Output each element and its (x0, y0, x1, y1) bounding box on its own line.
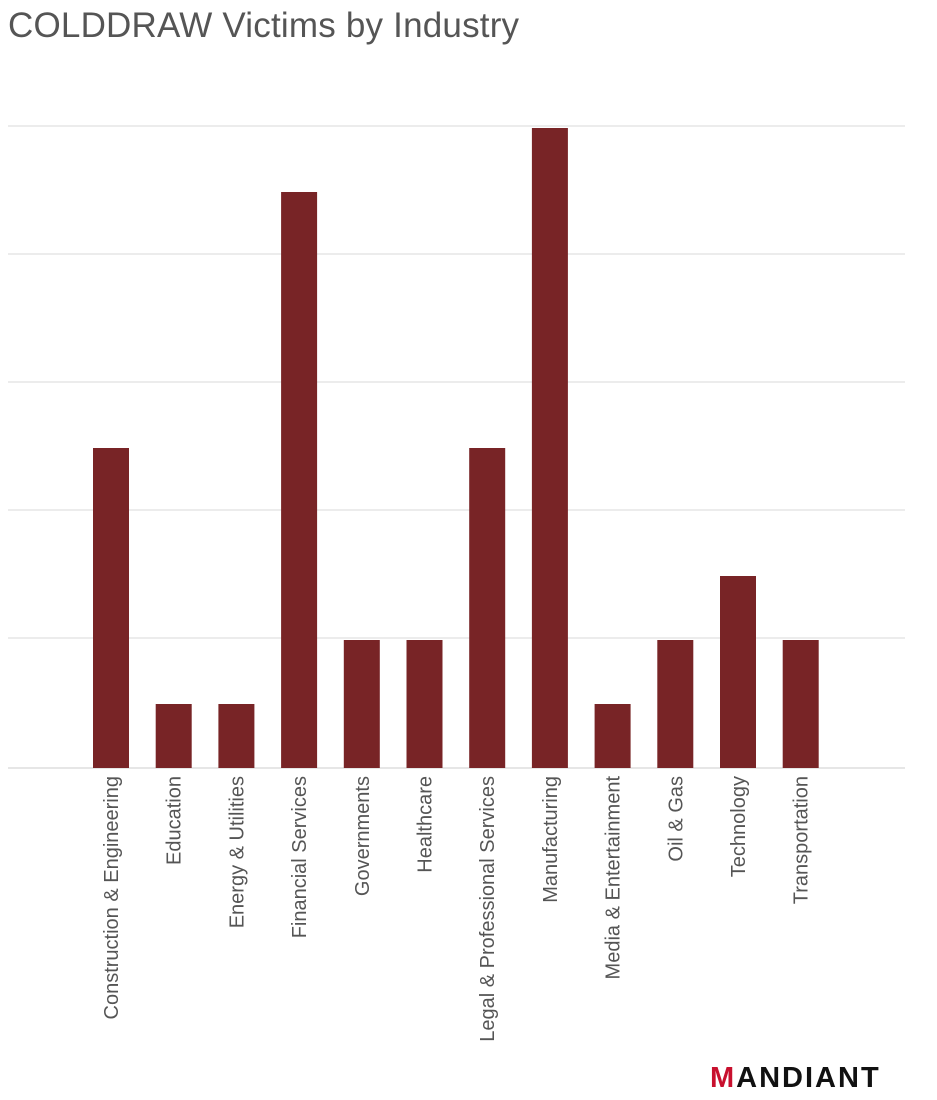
chart-title: COLDDRAW Victims by Industry (8, 6, 520, 45)
bar (782, 640, 819, 768)
x-tick-label: Healthcare (415, 776, 437, 873)
x-tick-label: Transportation (791, 776, 813, 904)
bar (720, 576, 756, 768)
bars (93, 128, 819, 768)
bar (155, 704, 192, 768)
bar (594, 704, 631, 768)
x-tick-label: Governments (352, 776, 374, 896)
x-tick-label: Legal & Professional Services (477, 776, 499, 1042)
x-tick-labels: Construction & Engineering Education Energ… (101, 776, 813, 1042)
x-tick-label: Manufacturing (540, 776, 562, 903)
x-tick-label: Oil & Gas (665, 776, 687, 862)
bar (657, 640, 694, 768)
bar (531, 128, 568, 768)
x-tick-label: Media & Entertainment (603, 776, 625, 980)
x-tick-label: Technology (728, 776, 750, 877)
x-tick-label: Energy & Utilities (226, 776, 248, 928)
bar (218, 704, 255, 768)
x-tick-label: Construction & Engineering (101, 776, 123, 1019)
bar (406, 640, 443, 768)
bar (469, 448, 506, 768)
x-tick-label: Financial Services (289, 776, 311, 938)
bar (343, 640, 380, 768)
mandiant-logo: MANDIANT (710, 1062, 881, 1094)
bar (93, 448, 129, 768)
gridlines (8, 125, 905, 769)
bar (281, 192, 318, 768)
x-tick-label: Education (164, 776, 186, 865)
